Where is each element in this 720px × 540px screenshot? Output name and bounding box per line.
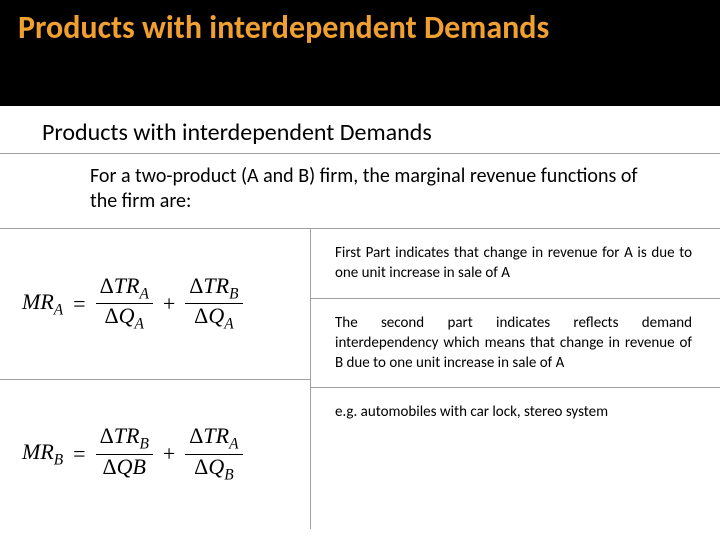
mrb-lhs: MR: [22, 439, 54, 464]
formula-mr-a: MRA = ΔTRA ΔQA + ΔTRB ΔQA: [0, 229, 310, 380]
equals-icon: =: [73, 291, 85, 317]
mrb-f2-den-v: Q: [208, 454, 224, 479]
notes-column: First Part indicates that change in reve…: [310, 229, 720, 529]
mra-f1-den-v: Q: [119, 303, 135, 328]
mra-f2-num-s: B: [229, 285, 238, 302]
mrb-f2-num-s: A: [229, 436, 238, 453]
section-subtitle: Products with interdependent Demands: [0, 106, 720, 154]
mra-f2-den-d: Δ: [194, 303, 208, 328]
header-bar: Products with interdependent Demands: [0, 0, 720, 106]
mrb-f1-num-v: TR: [114, 423, 140, 448]
mra-frac1: ΔTRA ΔQA: [96, 274, 153, 334]
content-area: MRA = ΔTRA ΔQA + ΔTRB ΔQA MRB = ΔTRB Δ: [0, 229, 720, 529]
note-example: e.g. automobiles with car lock, stereo s…: [311, 388, 720, 436]
intro-text: For a two-product (A and B) firm, the ma…: [0, 154, 720, 229]
mra-f1-num-s: A: [139, 285, 148, 302]
mra-f1-num-v: TR: [114, 273, 140, 298]
plus-icon: +: [163, 441, 175, 467]
mra-f1-den-d: Δ: [104, 303, 118, 328]
mra-f2-den-s: A: [224, 316, 233, 333]
mrb-f2-num-v: TR: [203, 423, 229, 448]
mra-lhs-sub: A: [54, 301, 63, 318]
mrb-f1-den-d: Δ: [102, 454, 116, 479]
mra-f2-den-v: Q: [208, 303, 224, 328]
mrb-f2-den-d: Δ: [194, 454, 208, 479]
mrb-frac2: ΔTRA ΔQB: [185, 424, 242, 484]
mrb-lhs-sub: B: [54, 451, 63, 468]
mra-f1-num-d: Δ: [100, 273, 114, 298]
note-first-part: First Part indicates that change in reve…: [311, 229, 720, 299]
mrb-f1-num-s: B: [139, 436, 148, 453]
mrb-f2-num-d: Δ: [189, 423, 203, 448]
mrb-f1-num-d: Δ: [100, 423, 114, 448]
mra-f1-den-s: A: [135, 316, 144, 333]
mrb-f2-den-s: B: [224, 466, 233, 483]
plus-icon: +: [163, 291, 175, 317]
equals-icon: =: [73, 441, 85, 467]
note-second-part: The second part indicates reflects deman…: [311, 299, 720, 389]
mra-lhs: MR: [22, 289, 54, 314]
page-title: Products with interdependent Demands: [18, 10, 702, 47]
formula-mr-b: MRB = ΔTRB ΔQB + ΔTRA ΔQB: [0, 380, 310, 530]
mrb-frac1: ΔTRB ΔQB: [96, 424, 153, 484]
formula-column: MRA = ΔTRA ΔQA + ΔTRB ΔQA MRB = ΔTRB Δ: [0, 229, 310, 529]
mra-f2-num-v: TR: [203, 273, 229, 298]
mrb-f1-den-v: QB: [117, 454, 146, 479]
mra-f2-num-d: Δ: [189, 273, 203, 298]
mra-frac2: ΔTRB ΔQA: [185, 274, 242, 334]
